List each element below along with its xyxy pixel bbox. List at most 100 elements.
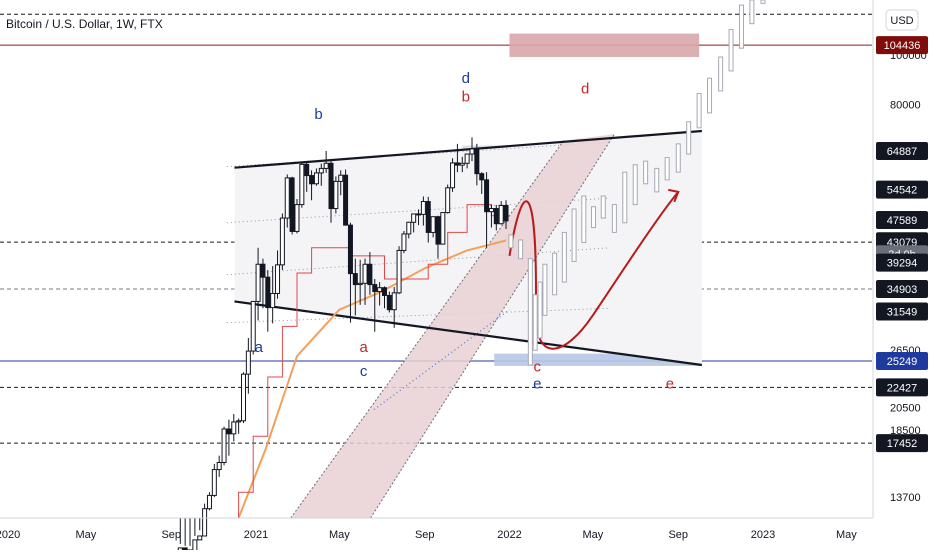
price-tag: 17452 (876, 434, 928, 452)
wave-label-c: c (360, 363, 368, 380)
projection-bar (533, 295, 537, 350)
projection-bar (729, 30, 733, 71)
candle (203, 504, 207, 536)
projection-bar (761, 0, 765, 3)
candle-body (368, 264, 372, 284)
candle-body (329, 163, 333, 208)
candle (334, 176, 338, 213)
time-tick-label: May (836, 529, 857, 541)
projection-bar (592, 207, 596, 228)
projection-bar (543, 264, 547, 315)
projection-bar (750, 0, 754, 24)
candle (441, 212, 445, 244)
candle-body (460, 163, 464, 165)
price-tag-label: 64887 (887, 146, 918, 158)
candle-body (344, 175, 348, 225)
candle-body (417, 214, 421, 215)
currency-button[interactable]: USD (886, 10, 918, 30)
candle-body (203, 509, 207, 536)
projection-bar (509, 235, 513, 248)
wave-label-d: d (462, 70, 470, 87)
candle-body (319, 168, 323, 172)
candle-body (305, 164, 309, 175)
candle-body (421, 202, 425, 215)
candle-body (198, 536, 202, 540)
candle-body (232, 422, 236, 434)
price-tag: 39294 (876, 254, 928, 272)
price-tag-label: 34903 (887, 284, 918, 296)
candle-body (207, 495, 211, 508)
projection-bar (601, 196, 605, 218)
candle-body (290, 178, 294, 232)
candle (451, 158, 455, 192)
candle (290, 177, 294, 235)
candle-body (480, 174, 484, 180)
candle-body (441, 213, 445, 245)
candle-body (324, 163, 328, 168)
candle-body (212, 470, 216, 496)
price-tag: 31549 (876, 302, 928, 320)
candle-body (392, 293, 396, 310)
candle-body (246, 351, 250, 374)
projection-bar (553, 253, 557, 295)
price-tag-label: 54542 (887, 185, 918, 197)
candle-body (470, 149, 474, 154)
candle-body (339, 175, 343, 181)
currency-label: USD (890, 15, 913, 27)
candle-body (314, 173, 318, 184)
candle-body (402, 234, 406, 251)
price-tag: 104436 (876, 36, 928, 54)
candle-body (222, 429, 226, 463)
price-tag-label: 104436 (884, 40, 921, 52)
candle-body (266, 277, 270, 307)
projection-bar (623, 172, 627, 223)
candle (280, 213, 284, 270)
candle-body (280, 218, 284, 265)
wave-label-e: e (533, 376, 541, 393)
candle-body (310, 176, 314, 184)
time-tick-label: Sep (415, 529, 435, 541)
price-tag: 64887 (876, 142, 928, 160)
candle (397, 246, 401, 294)
wave-label-a: a (255, 339, 264, 356)
candle-body (475, 149, 479, 174)
projection-bar (538, 282, 542, 338)
symbol-title: Bitcoin / U.S. Dollar, 1W, FTX (6, 17, 163, 31)
projection-bar (719, 57, 723, 91)
candle-body (407, 222, 411, 234)
candle-body (373, 285, 377, 292)
projection-bar (644, 161, 648, 184)
candle (222, 427, 226, 466)
candle-body (271, 293, 275, 307)
projection-bar (676, 144, 680, 172)
candle-body (397, 250, 401, 292)
candle-body (285, 178, 289, 218)
time-tick-label: May (329, 529, 350, 541)
candle-body (387, 295, 391, 309)
projection-bar (665, 158, 669, 180)
price-tick-label: 80000 (890, 99, 921, 111)
candle-body (217, 462, 221, 469)
candle-body (426, 202, 430, 233)
time-tick-label: Sep (161, 529, 181, 541)
candle-body (334, 181, 338, 208)
price-tag: 25249 (876, 352, 928, 370)
time-tick-label: May (75, 529, 96, 541)
candle-body (295, 205, 299, 232)
candle (207, 492, 211, 510)
price-tick-label: 20500 (890, 402, 921, 414)
candle (295, 199, 299, 233)
candle (300, 162, 304, 208)
wave-label-a: a (359, 339, 368, 356)
time-tick-label: 2022 (497, 529, 521, 541)
candle-body (358, 283, 362, 284)
price-tag-label: 22427 (887, 382, 918, 394)
price-tag-label: 39294 (887, 258, 918, 270)
candle-body (412, 214, 416, 222)
projection-bar (697, 94, 701, 128)
candle-body (237, 421, 241, 422)
projection-bar (519, 240, 523, 259)
candle-body (504, 205, 508, 220)
projection-bar (739, 5, 743, 48)
